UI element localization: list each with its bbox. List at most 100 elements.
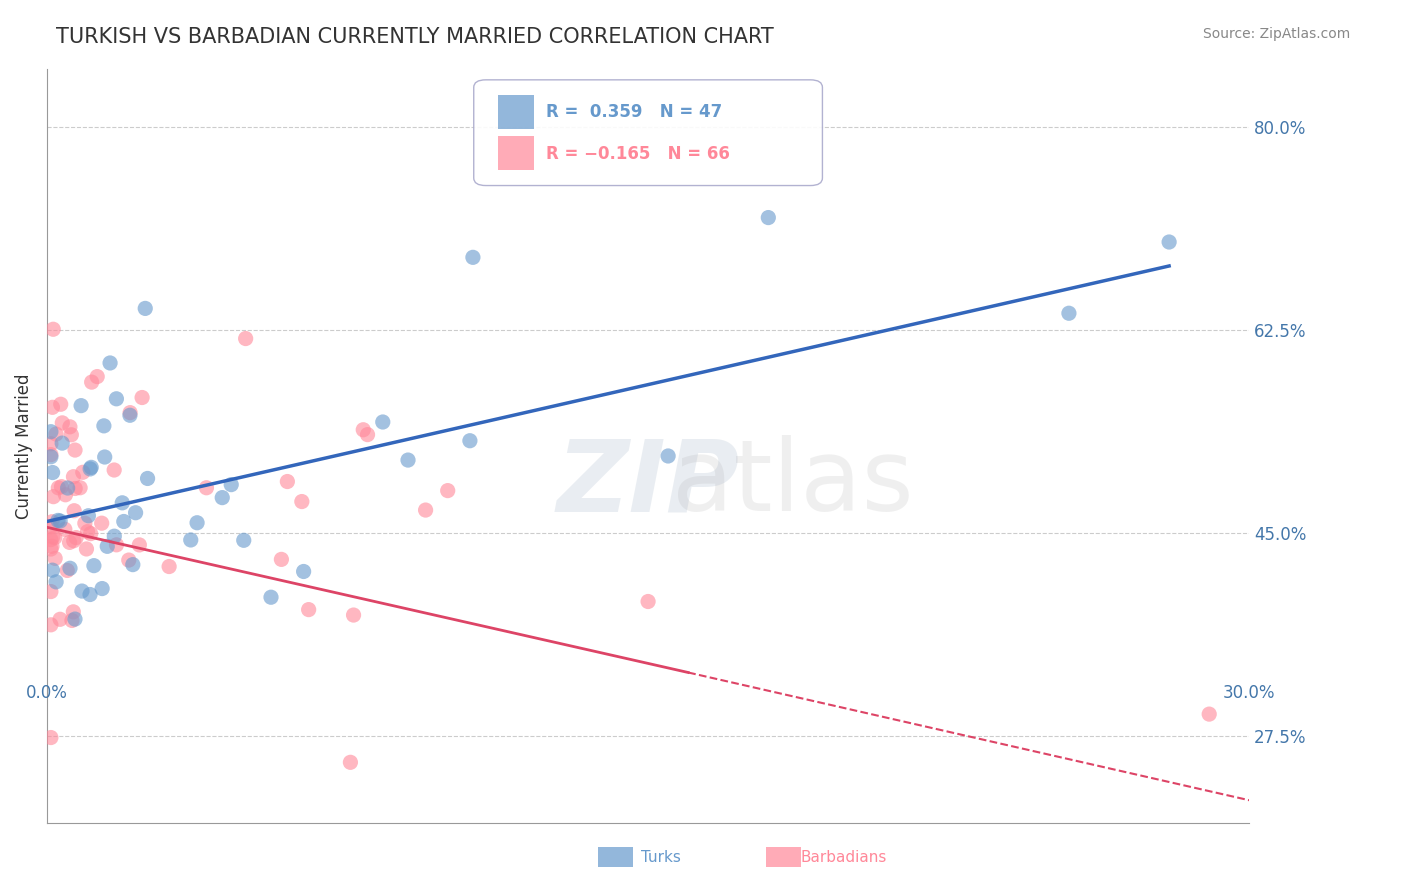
Text: Source: ZipAtlas.com: Source: ZipAtlas.com <box>1202 27 1350 41</box>
Point <box>62 605 84 619</box>
Point <box>39 533 62 547</box>
Point <box>55 488 77 502</box>
Point <box>59 420 82 434</box>
Point <box>83 558 105 573</box>
Point <box>79 587 101 601</box>
Point <box>118 553 141 567</box>
Point <box>60 614 83 628</box>
Point <box>98 356 121 370</box>
Point <box>41 563 63 577</box>
Point <box>458 434 481 448</box>
Point <box>42 322 65 336</box>
Point <box>63 482 86 496</box>
Point <box>1057 306 1080 320</box>
Point <box>1159 235 1181 249</box>
Text: R = −0.165   N = 66: R = −0.165 N = 66 <box>546 145 730 163</box>
Point <box>63 612 86 626</box>
Y-axis label: Currently Married: Currently Married <box>15 373 32 519</box>
Point <box>49 612 72 626</box>
Point <box>157 559 180 574</box>
Point <box>41 530 63 544</box>
Point <box>131 391 153 405</box>
Point <box>41 539 63 553</box>
Point <box>93 450 115 464</box>
Point <box>39 541 62 556</box>
Point <box>128 538 150 552</box>
Point <box>56 564 79 578</box>
Point <box>65 531 87 545</box>
Point <box>73 516 96 531</box>
Point <box>41 515 63 529</box>
Bar <box>498 95 534 129</box>
Bar <box>598 847 633 867</box>
Point <box>51 480 73 494</box>
Bar <box>498 136 534 170</box>
Point <box>91 582 114 596</box>
Point <box>461 250 484 264</box>
Point <box>124 506 146 520</box>
Point <box>112 515 135 529</box>
Point <box>371 415 394 429</box>
Point <box>51 436 73 450</box>
Point <box>756 211 779 225</box>
Point <box>339 756 361 770</box>
Point <box>292 565 315 579</box>
Point <box>415 503 437 517</box>
Point <box>111 496 134 510</box>
Point <box>77 508 100 523</box>
Point <box>134 301 156 316</box>
Point <box>79 526 101 541</box>
Point <box>637 594 659 608</box>
Point <box>211 491 233 505</box>
Point <box>79 462 101 476</box>
Point <box>63 443 86 458</box>
Point <box>186 516 208 530</box>
Point <box>298 602 321 616</box>
Point <box>56 481 79 495</box>
Point <box>63 504 86 518</box>
Point <box>41 466 63 480</box>
Point <box>39 520 62 534</box>
Point <box>39 584 62 599</box>
FancyBboxPatch shape <box>474 80 823 186</box>
Point <box>41 401 63 415</box>
Point <box>53 522 76 536</box>
Text: Barbadians: Barbadians <box>800 850 887 865</box>
Point <box>195 481 218 495</box>
Point <box>118 409 141 423</box>
Text: atlas: atlas <box>672 435 912 533</box>
Point <box>45 574 67 589</box>
Text: ZIP: ZIP <box>557 435 740 533</box>
Point <box>396 453 419 467</box>
Point <box>219 477 242 491</box>
Point <box>75 541 97 556</box>
Text: Turks: Turks <box>641 850 681 865</box>
Point <box>276 475 298 489</box>
Point <box>342 608 364 623</box>
Point <box>93 418 115 433</box>
Point <box>657 449 679 463</box>
Bar <box>766 847 801 867</box>
Point <box>59 561 82 575</box>
Point <box>69 481 91 495</box>
Point <box>49 397 72 411</box>
Point <box>44 551 66 566</box>
Text: TURKISH VS BARBADIAN CURRENTLY MARRIED CORRELATION CHART: TURKISH VS BARBADIAN CURRENTLY MARRIED C… <box>56 27 773 46</box>
Point <box>62 469 84 483</box>
Point <box>180 533 202 547</box>
Point <box>260 591 283 605</box>
Point <box>58 535 80 549</box>
Point <box>39 448 62 462</box>
Point <box>356 427 378 442</box>
Point <box>39 731 62 745</box>
Point <box>1198 707 1220 722</box>
Point <box>121 558 143 572</box>
Point <box>49 514 72 528</box>
Point <box>270 552 292 566</box>
Point <box>39 450 62 464</box>
Point <box>352 423 374 437</box>
Point <box>45 427 67 442</box>
Point <box>39 617 62 632</box>
Point <box>42 490 65 504</box>
Point <box>235 332 257 346</box>
